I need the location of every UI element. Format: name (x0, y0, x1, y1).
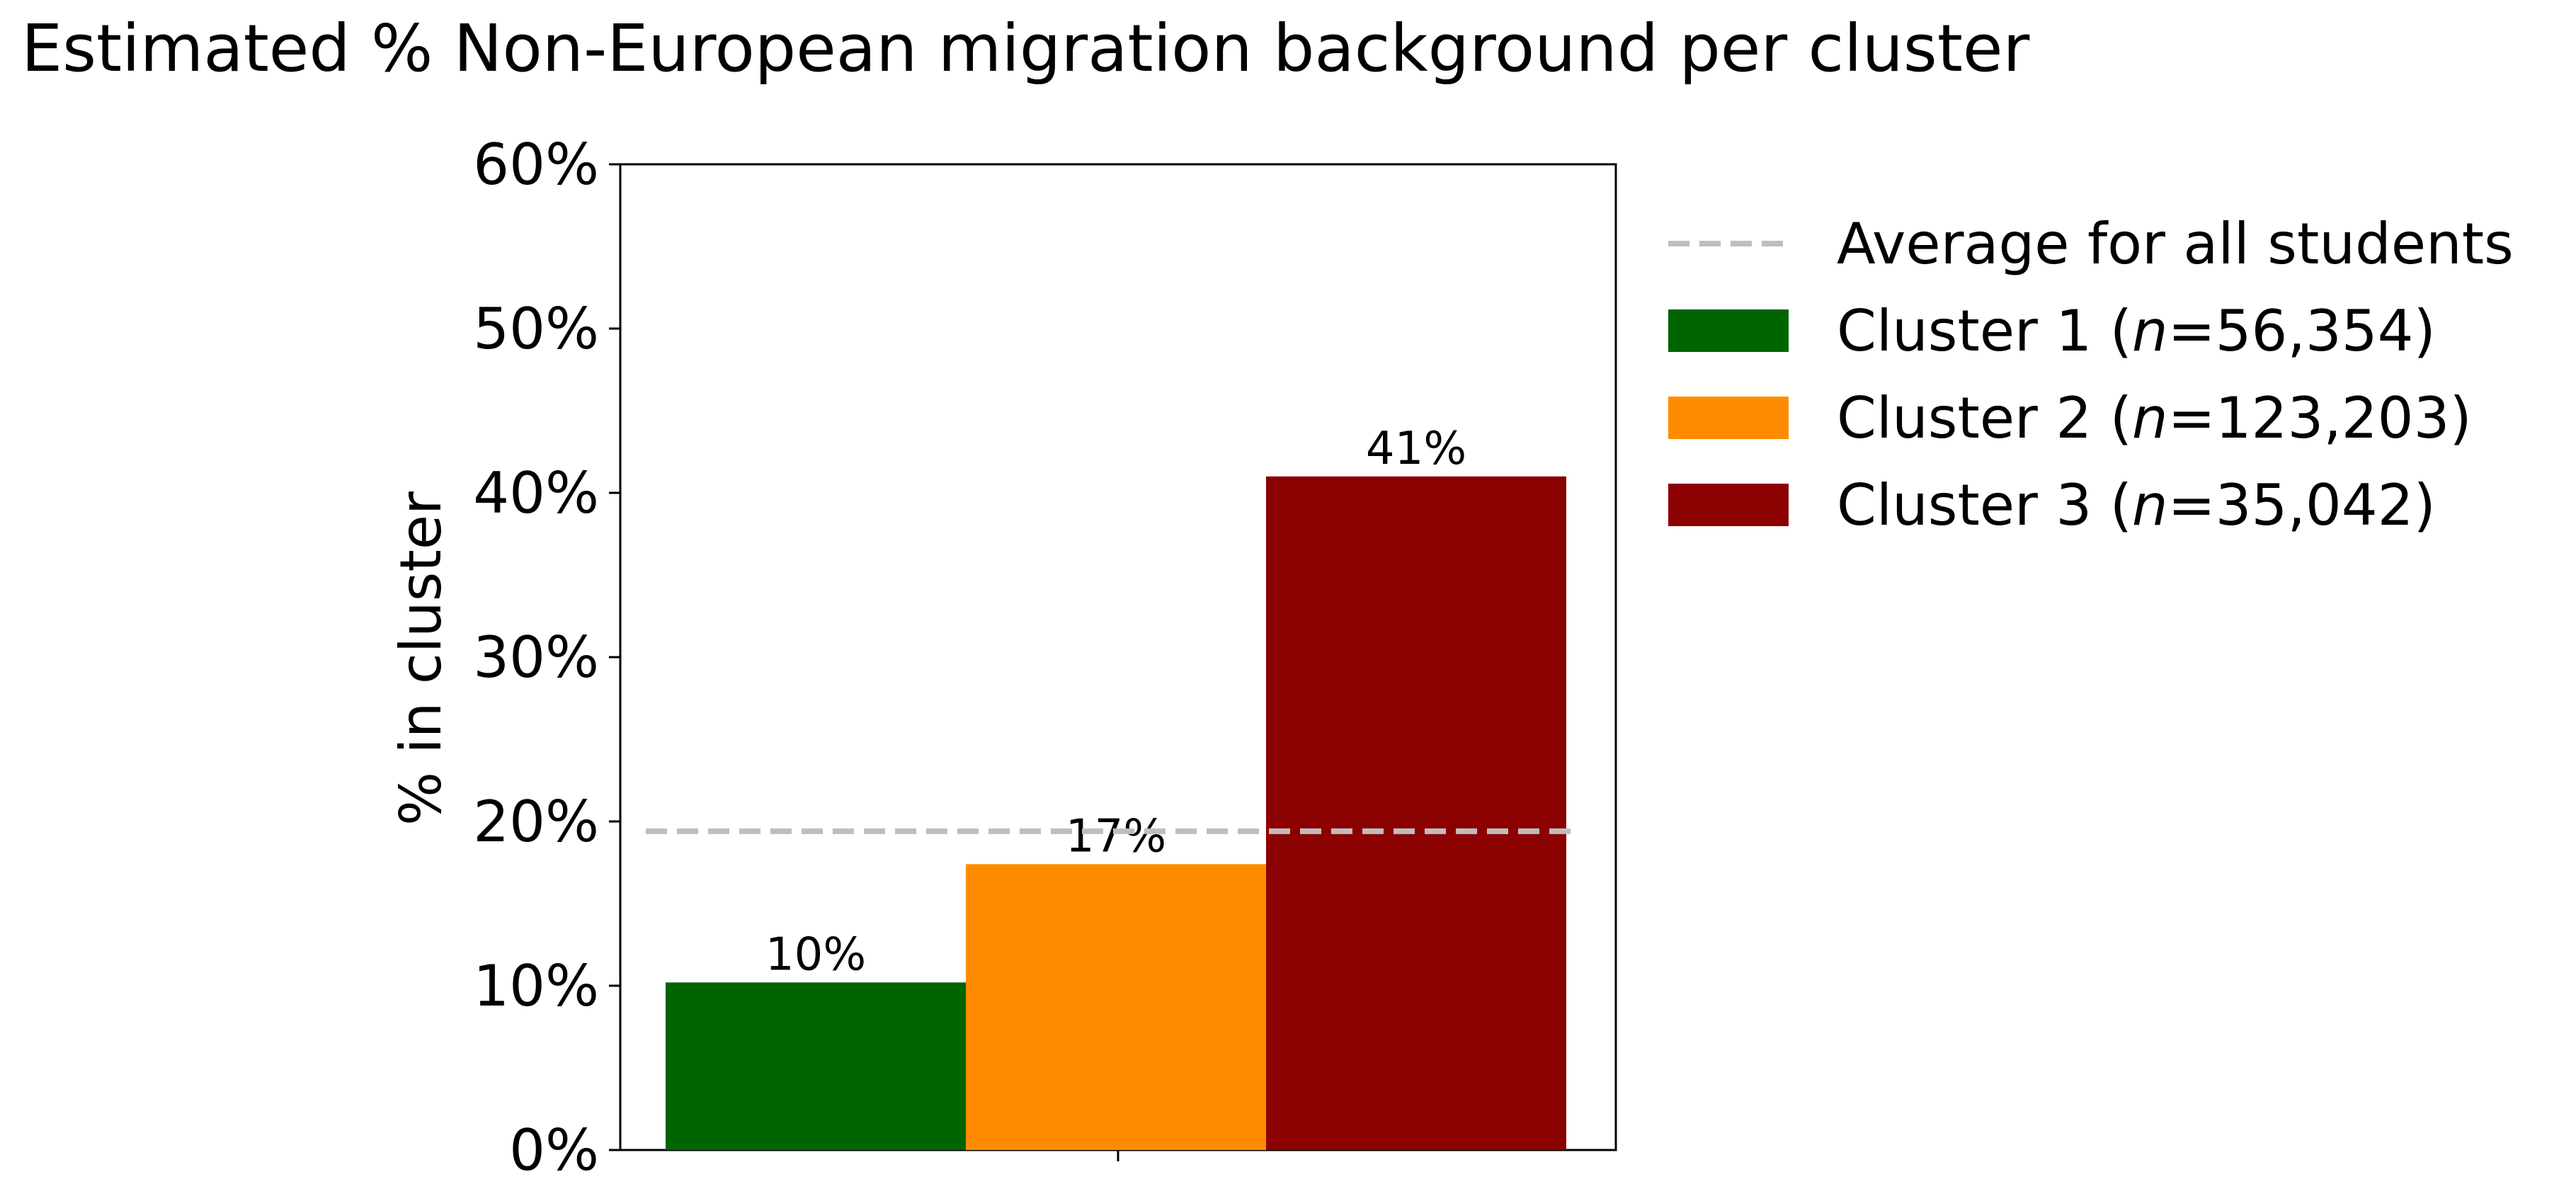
legend-swatch-2 (1668, 397, 1789, 439)
legend-n-3: n (2132, 472, 2168, 538)
legend-n-1: n (2132, 298, 2168, 364)
legend-swatch-3 (1668, 484, 1789, 526)
legend-label-3: Cluster 3 (n=35,042) (1837, 472, 2436, 538)
legend-n-value-3: =35,042 (2168, 472, 2414, 538)
bar-3 (1266, 476, 1566, 1150)
legend-n-2: n (2132, 385, 2168, 451)
legend-label-1: Cluster 1 (n=56,354) (1837, 298, 2436, 364)
y-tick-label-5: 50% (473, 296, 599, 362)
chart-title: Estimated % Non-European migration backg… (21, 11, 2029, 86)
bar-2 (966, 864, 1266, 1150)
legend-n-value-1: =56,354 (2168, 298, 2414, 364)
bars (666, 476, 1566, 1150)
y-tick-label-6: 60% (473, 132, 599, 198)
bar-1 (666, 982, 966, 1150)
y-tick-label-2: 20% (473, 789, 599, 855)
legend-swatch-1 (1668, 309, 1789, 352)
legend-average-label: Average for all students (1837, 211, 2514, 277)
bar-label-1: 10% (765, 928, 866, 981)
legend-prefix-1: Cluster 1 ( (1837, 298, 2132, 364)
y-tick-label-4: 40% (473, 460, 599, 526)
bar-label-3: 41% (1366, 423, 1466, 475)
y-axis: 0% 10% 20% 30% 40% 50% 60% (473, 132, 1119, 1183)
legend-suffix-2: ) (2449, 385, 2471, 451)
legend-prefix-3: Cluster 3 ( (1837, 472, 2132, 538)
legend-suffix-3: ) (2414, 472, 2436, 538)
legend-prefix-2: Cluster 2 ( (1837, 385, 2132, 451)
legend-label-2: Cluster 2 (n=123,203) (1837, 385, 2472, 451)
y-tick-label-0: 0% (509, 1117, 599, 1183)
y-tick-label-3: 30% (473, 625, 599, 690)
y-tick-label-1: 10% (473, 953, 599, 1019)
legend-suffix-1: ) (2414, 298, 2436, 364)
legend-n-value-2: =123,203 (2168, 385, 2450, 451)
bar-labels: 10% 17% 41% (765, 423, 1466, 981)
y-axis-label: % in cluster (388, 491, 454, 826)
bar-label-2: 17% (1066, 810, 1166, 863)
